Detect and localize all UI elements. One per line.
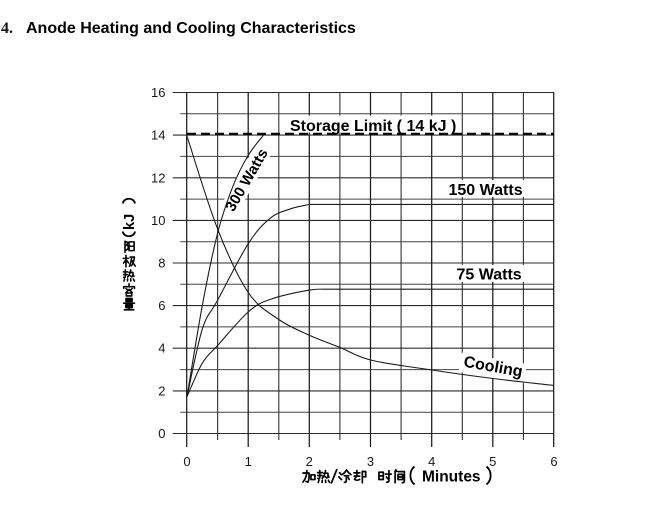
svg-text:kJ: kJ [122,214,138,230]
svg-text:6: 6 [158,298,165,313]
svg-text:4: 4 [158,341,165,356]
svg-text:4.: 4. [1,20,13,37]
svg-text:6: 6 [550,454,557,469]
svg-text:1: 1 [245,454,252,469]
svg-text:150 Watts: 150 Watts [449,182,523,199]
svg-text:3: 3 [367,454,374,469]
svg-text:10: 10 [151,213,165,228]
svg-text:8: 8 [158,256,165,271]
svg-text:2: 2 [306,454,313,469]
svg-text:5: 5 [489,454,496,469]
svg-text:Anode Heating and Cooling Char: Anode Heating and Cooling Characteristic… [26,20,356,37]
svg-text:Minutes: Minutes [422,469,481,486]
svg-text:12: 12 [151,170,165,185]
svg-text:4: 4 [428,454,435,469]
svg-text:0: 0 [183,454,190,469]
svg-text:16: 16 [151,85,165,100]
svg-text:75 Watts: 75 Watts [457,266,522,283]
svg-text:0: 0 [158,426,165,441]
svg-text:14: 14 [151,128,165,143]
svg-text:2: 2 [158,383,165,398]
svg-text:Storage Limit ( 14 kJ ): Storage Limit ( 14 kJ ) [290,118,456,135]
